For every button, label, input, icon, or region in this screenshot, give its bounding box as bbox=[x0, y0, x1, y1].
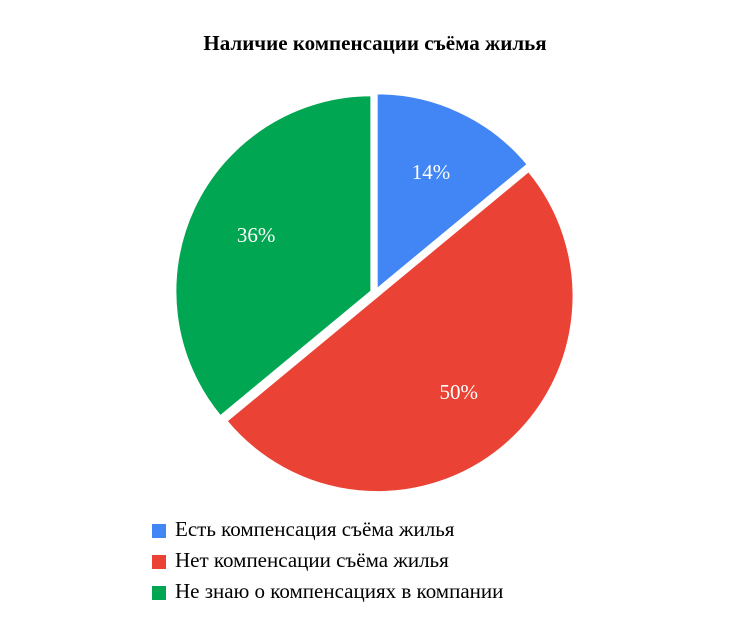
legend-label: Нет компенсации съёма жилья bbox=[175, 548, 449, 572]
legend-label: Не знаю о компенсациях в компании bbox=[175, 579, 503, 603]
data-label: 14% bbox=[412, 160, 451, 184]
data-label: 50% bbox=[440, 380, 479, 404]
pie-slice bbox=[375, 92, 530, 292]
chart-title: Наличие компенсации съёма жилья bbox=[203, 31, 546, 55]
pie-slice bbox=[174, 94, 373, 418]
data-label: 36% bbox=[237, 223, 276, 247]
legend-label: Есть компенсация съёма жилья bbox=[175, 517, 455, 541]
legend-swatch bbox=[152, 586, 166, 600]
pie-slice bbox=[225, 169, 575, 493]
legend-swatch bbox=[152, 524, 166, 538]
legend-swatch bbox=[152, 555, 166, 569]
